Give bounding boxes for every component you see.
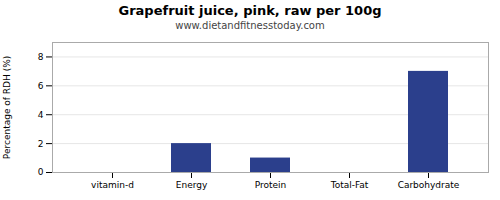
svg-text:4: 4 bbox=[38, 110, 44, 120]
svg-text:Percentage of RDH (%): Percentage of RDH (%) bbox=[2, 56, 12, 159]
svg-text:6: 6 bbox=[38, 81, 44, 91]
svg-text:vitamin-d: vitamin-d bbox=[91, 180, 134, 190]
svg-text:Total-Fat: Total-Fat bbox=[330, 180, 369, 190]
svg-text:0: 0 bbox=[38, 167, 44, 177]
html-text:www.dietandfitnesstoday.com: www.dietandfitnesstoday.com bbox=[175, 20, 325, 31]
svg-text:2: 2 bbox=[38, 138, 44, 148]
svg-text:8: 8 bbox=[38, 52, 44, 62]
html-text:Grapefruit juice, pink, raw pe: Grapefruit juice, pink, raw per 100g bbox=[118, 3, 382, 18]
svg-text:Protein: Protein bbox=[255, 180, 287, 190]
svg-text:Energy: Energy bbox=[176, 180, 208, 190]
svg-text:Carbohydrate: Carbohydrate bbox=[398, 180, 460, 190]
